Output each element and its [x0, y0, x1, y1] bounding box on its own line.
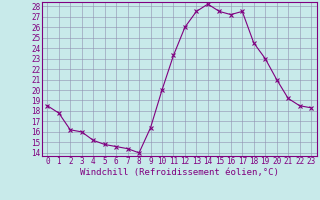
X-axis label: Windchill (Refroidissement éolien,°C): Windchill (Refroidissement éolien,°C)	[80, 168, 279, 177]
